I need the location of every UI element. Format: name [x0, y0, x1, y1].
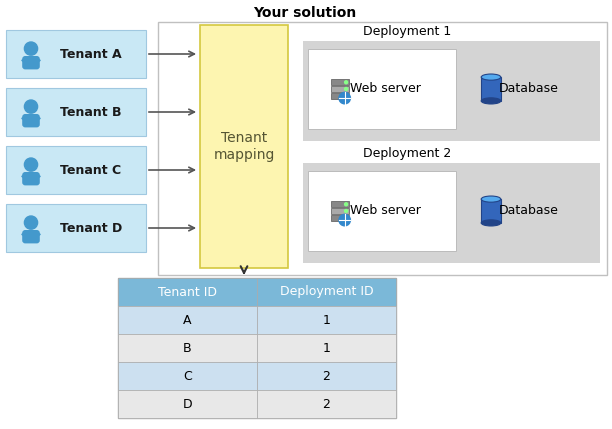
- Bar: [331, 208, 349, 214]
- Text: 1: 1: [323, 341, 330, 354]
- Text: Tenant B: Tenant B: [60, 106, 122, 118]
- Text: Deployment 2: Deployment 2: [363, 146, 451, 160]
- Bar: [257, 334, 396, 362]
- Text: C: C: [183, 369, 192, 383]
- Text: A: A: [183, 314, 192, 326]
- Ellipse shape: [481, 196, 501, 202]
- Bar: [6, 204, 146, 252]
- Circle shape: [345, 94, 348, 97]
- Text: B: B: [183, 341, 192, 354]
- Text: Web server: Web server: [349, 205, 420, 218]
- Circle shape: [339, 92, 351, 104]
- FancyBboxPatch shape: [22, 56, 40, 69]
- FancyBboxPatch shape: [22, 172, 40, 185]
- Bar: [257, 306, 396, 334]
- Bar: [331, 215, 349, 221]
- Bar: [308, 49, 456, 129]
- Text: Tenant C: Tenant C: [61, 163, 122, 176]
- Bar: [303, 41, 600, 141]
- Bar: [118, 334, 257, 362]
- Circle shape: [24, 42, 37, 55]
- Bar: [6, 88, 146, 136]
- FancyBboxPatch shape: [22, 114, 40, 127]
- Text: Deployment 1: Deployment 1: [363, 24, 451, 37]
- Bar: [6, 146, 146, 194]
- Bar: [331, 202, 349, 207]
- Text: Tenant A: Tenant A: [60, 48, 122, 60]
- Bar: [118, 390, 257, 418]
- Text: Tenant D: Tenant D: [60, 221, 122, 235]
- Text: Your solution: Your solution: [253, 6, 357, 20]
- Circle shape: [345, 216, 348, 219]
- Text: 2: 2: [323, 398, 330, 411]
- Bar: [257, 390, 396, 418]
- Circle shape: [345, 203, 348, 206]
- Circle shape: [345, 81, 348, 84]
- Circle shape: [339, 214, 351, 226]
- Text: 2: 2: [323, 369, 330, 383]
- Circle shape: [24, 216, 37, 229]
- Text: D: D: [183, 398, 192, 411]
- Bar: [257, 278, 396, 306]
- Text: 1: 1: [323, 314, 330, 326]
- Bar: [308, 171, 456, 251]
- Text: Deployment ID: Deployment ID: [280, 286, 373, 299]
- Bar: [481, 199, 501, 223]
- Bar: [118, 278, 257, 306]
- Circle shape: [345, 88, 348, 91]
- Text: Tenant ID: Tenant ID: [158, 286, 217, 299]
- Ellipse shape: [21, 116, 41, 121]
- FancyBboxPatch shape: [22, 230, 40, 243]
- Circle shape: [24, 100, 37, 113]
- Ellipse shape: [481, 98, 501, 104]
- Bar: [6, 30, 146, 78]
- Bar: [331, 86, 349, 92]
- Circle shape: [345, 209, 348, 212]
- Ellipse shape: [21, 232, 41, 237]
- Ellipse shape: [481, 220, 501, 226]
- Ellipse shape: [481, 74, 501, 80]
- Bar: [257, 362, 396, 390]
- Text: Database: Database: [499, 205, 559, 218]
- Bar: [118, 362, 257, 390]
- Bar: [158, 22, 607, 275]
- Text: Web server: Web server: [349, 82, 420, 96]
- Text: Tenant
mapping: Tenant mapping: [214, 131, 275, 162]
- Text: Database: Database: [499, 82, 559, 96]
- Ellipse shape: [21, 58, 41, 63]
- Bar: [331, 93, 349, 99]
- Bar: [200, 25, 288, 268]
- Bar: [118, 278, 396, 418]
- Circle shape: [24, 158, 37, 171]
- Bar: [331, 79, 349, 85]
- Bar: [118, 306, 257, 334]
- Ellipse shape: [21, 174, 41, 179]
- Bar: [481, 77, 501, 101]
- Bar: [303, 163, 600, 263]
